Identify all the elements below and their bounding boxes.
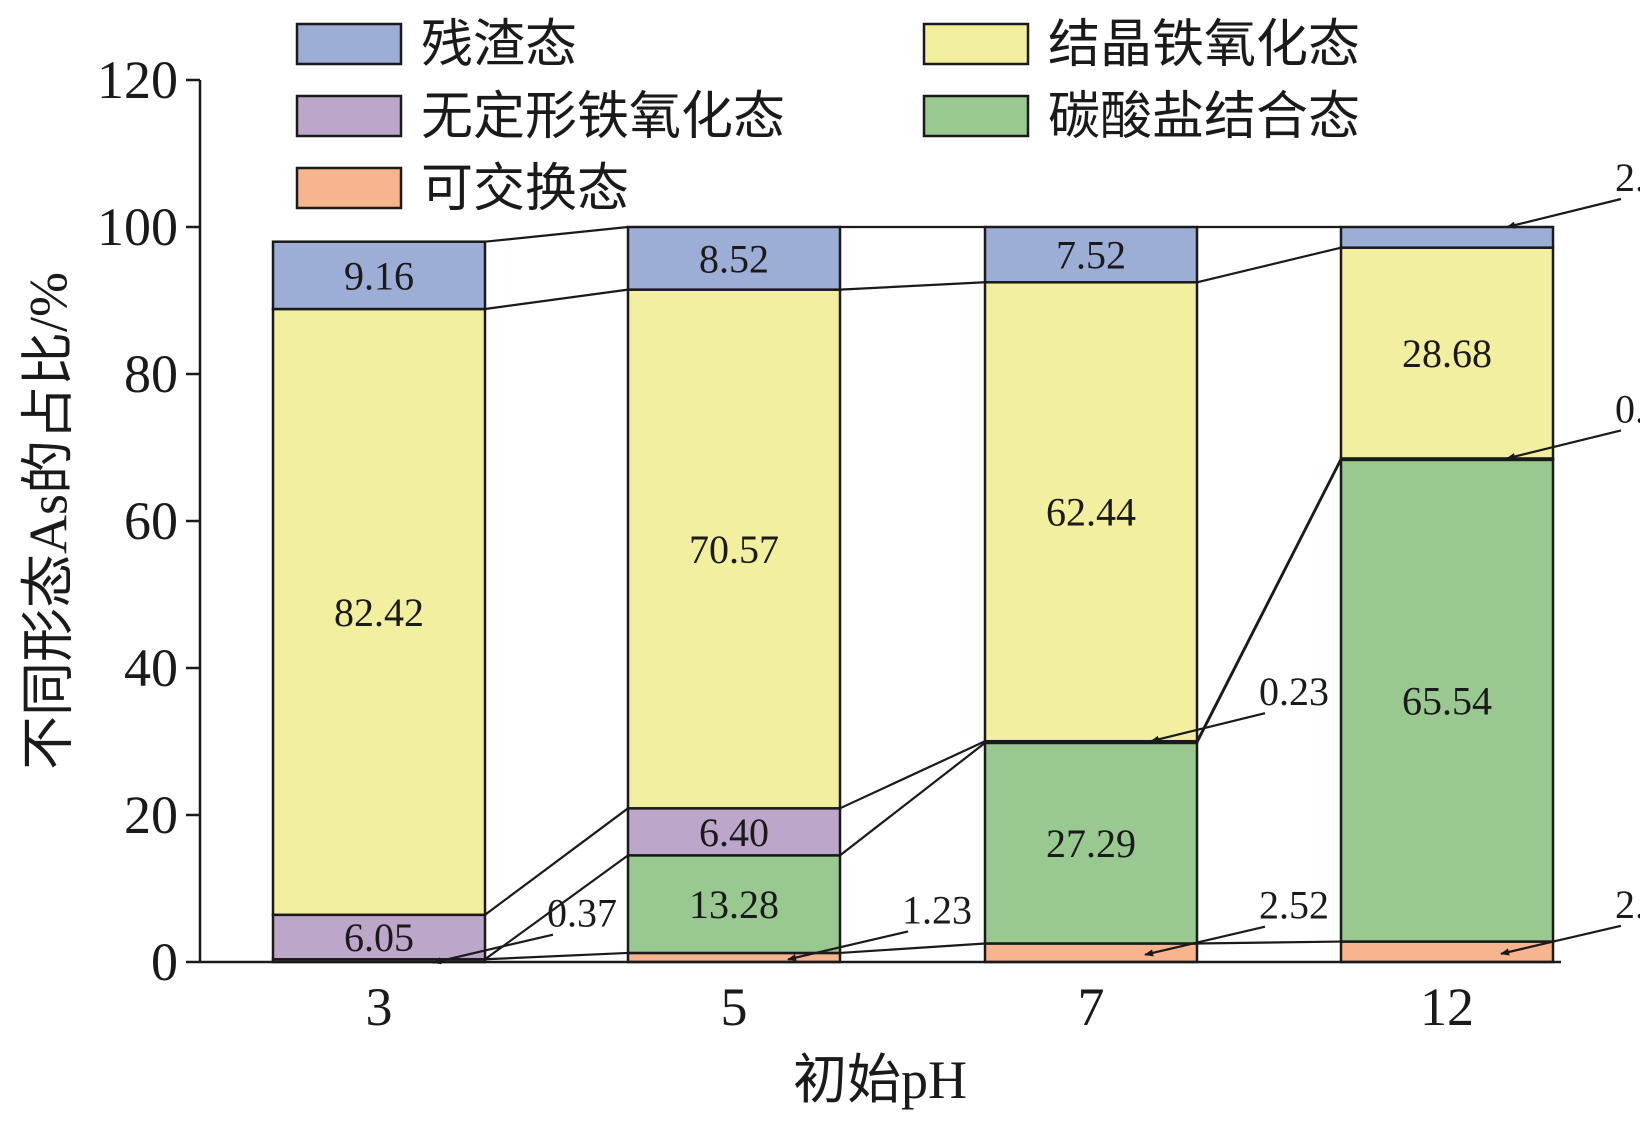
y-tick-label: 100 bbox=[97, 197, 178, 257]
callout-arrow bbox=[1506, 429, 1622, 461]
bar-segment bbox=[626, 288, 842, 810]
callout-arrow bbox=[787, 930, 909, 962]
callout-label: 1.23 bbox=[902, 887, 972, 932]
bar-segment bbox=[271, 307, 487, 917]
value-label: 82.42 bbox=[334, 590, 424, 635]
connector-line bbox=[1196, 246, 1342, 284]
y-tick-label: 0 bbox=[151, 932, 178, 992]
y-tick-label: 20 bbox=[124, 785, 178, 845]
callout-label: 0.23 bbox=[1259, 669, 1329, 714]
bar-segment bbox=[271, 913, 487, 961]
bar-segment bbox=[1339, 940, 1555, 964]
connector-line bbox=[839, 281, 986, 291]
bar-segment bbox=[983, 741, 1199, 945]
x-tick-label: 12 bbox=[1420, 977, 1474, 1037]
value-label: 70.57 bbox=[689, 527, 779, 572]
x-tick-label: 3 bbox=[366, 977, 393, 1037]
legend-label: 碳酸盐结合态 bbox=[1048, 89, 1360, 146]
bar-segments bbox=[271, 225, 1555, 964]
connector-line bbox=[839, 742, 986, 857]
value-label: 6.40 bbox=[699, 810, 769, 855]
connector-line bbox=[484, 288, 629, 311]
callout-arrow bbox=[1144, 925, 1266, 957]
connector-line bbox=[484, 854, 629, 961]
bar-segment bbox=[626, 225, 842, 291]
connector-line bbox=[839, 740, 986, 810]
y-tick-label: 120 bbox=[97, 50, 178, 110]
bar-segment bbox=[1339, 458, 1555, 943]
x-tick-label: 5 bbox=[721, 977, 748, 1037]
callout-label: 0.37 bbox=[547, 891, 617, 936]
value-label: 62.44 bbox=[1046, 490, 1136, 535]
legend-swatch bbox=[295, 22, 403, 66]
callout-arrow bbox=[432, 933, 554, 965]
y-ticks: 0 20 40 60 80 100 120 bbox=[97, 50, 200, 992]
callout-label: 2.52 bbox=[1259, 883, 1329, 928]
value-label: 6.05 bbox=[344, 915, 414, 960]
bar-segment bbox=[1339, 246, 1555, 460]
callout-labels: 0.37 1.23 2.52 2.78 0.23 0.19 2.81 bbox=[432, 155, 1640, 965]
x-ticks: 3 5 7 12 bbox=[366, 977, 1475, 1037]
bar-segment bbox=[271, 240, 487, 311]
value-labels: 13.28 27.29 65.54 6.05 6.40 82.42 70.57 62.44 28… bbox=[334, 233, 1492, 960]
bar-segment bbox=[626, 807, 842, 857]
y-tick-label: 40 bbox=[124, 638, 178, 698]
value-label: 27.29 bbox=[1046, 821, 1136, 866]
bar-segment bbox=[983, 942, 1199, 964]
y-tick-label: 80 bbox=[124, 344, 178, 404]
callout-arrow bbox=[1506, 197, 1622, 229]
bar-segment bbox=[626, 854, 842, 955]
legend-label: 结晶铁氧化态 bbox=[1048, 17, 1360, 74]
callout-label: 2.78 bbox=[1615, 882, 1640, 927]
legend-swatch bbox=[295, 166, 403, 210]
bar-segment bbox=[983, 225, 1199, 284]
legend-swatch bbox=[295, 94, 403, 138]
value-label: 7.52 bbox=[1056, 233, 1126, 278]
connector-line bbox=[484, 225, 629, 243]
connector-lines bbox=[484, 225, 1342, 961]
legend-label: 无定形铁氧化态 bbox=[421, 89, 785, 146]
bar-segment bbox=[1339, 225, 1555, 249]
legend-label: 可交换态 bbox=[421, 161, 629, 218]
bar-segment bbox=[983, 281, 1199, 743]
connector-line bbox=[1196, 940, 1342, 945]
callout-arrow bbox=[1500, 924, 1622, 956]
connector-line bbox=[839, 942, 986, 955]
callout-arrow bbox=[1150, 712, 1266, 743]
x-tick-label: 7 bbox=[1078, 977, 1105, 1037]
value-label: 65.54 bbox=[1402, 679, 1492, 724]
x-axis-title: 初始pH bbox=[793, 1050, 967, 1110]
value-label: 13.28 bbox=[689, 882, 779, 927]
callout-label: 0.19 bbox=[1615, 386, 1640, 431]
connector-line bbox=[484, 951, 629, 961]
callout-label: 2.81 bbox=[1615, 155, 1640, 200]
legend-swatch bbox=[922, 94, 1030, 138]
y-axis-title: 不同形态As的占比/% bbox=[18, 272, 78, 770]
legend-swatch bbox=[922, 22, 1030, 66]
connector-line bbox=[1196, 457, 1342, 742]
value-label: 28.68 bbox=[1402, 331, 1492, 376]
value-label: 9.16 bbox=[344, 253, 414, 298]
connector-line bbox=[484, 807, 629, 916]
value-label: 8.52 bbox=[699, 236, 769, 281]
legend-label: 残渣态 bbox=[421, 17, 577, 74]
y-tick-label: 60 bbox=[124, 491, 178, 551]
